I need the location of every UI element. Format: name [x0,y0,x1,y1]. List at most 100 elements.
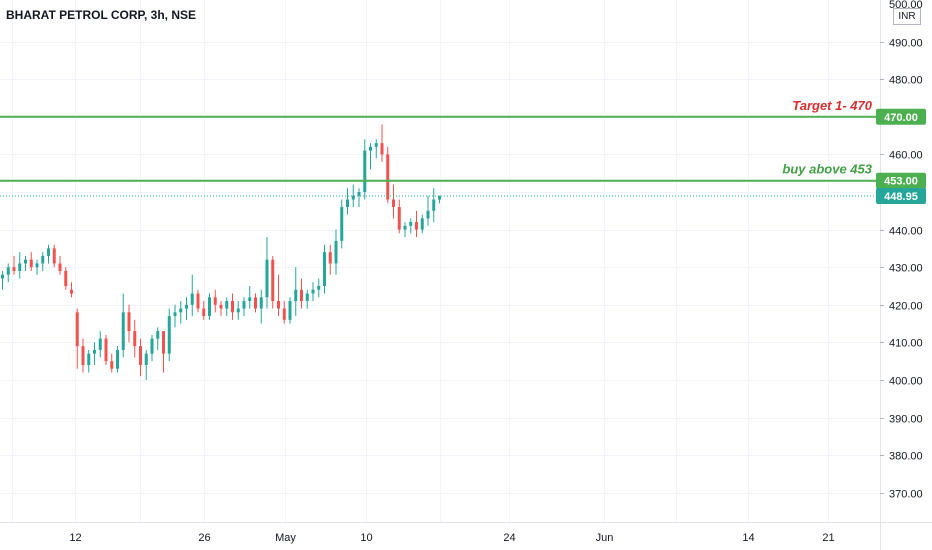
candle-body [277,301,280,309]
candle-body [52,248,56,264]
candle-body [323,252,326,286]
candle-body [351,195,355,200]
candle-body [340,207,344,241]
candle-body [357,192,361,196]
candle-body [150,338,154,354]
candle-body [225,301,229,309]
candle-body [98,338,102,350]
level-price-label: 453.00 [884,176,918,188]
time-axis[interactable]: 12 26 May 10 24 Jun 14 21 [69,532,834,544]
candle-body [363,150,367,192]
y-tick-label: 490.00 [889,38,923,50]
candle-body [271,259,275,302]
x-tick-label: 12 [69,532,81,544]
candle-body [104,338,108,362]
candle-body [18,263,22,271]
candle-body [219,304,223,309]
candle-body [300,289,303,302]
candle-body [81,346,85,365]
x-tick-label: Jun [596,532,614,544]
candle-body [185,304,188,309]
candle-body [311,289,315,294]
level-price-badge [876,108,926,125]
x-tick-label: 21 [822,532,834,544]
candle-body [254,297,257,309]
candle-body [1,274,4,279]
candle-body [213,297,217,305]
candle-body [75,312,79,347]
candle-body [397,207,401,230]
y-tick-label: 420.00 [889,301,923,313]
candle-body [70,289,73,294]
candle-body [265,259,269,298]
candle-body [121,312,125,350]
candle-body [415,222,418,230]
level-price-label: 470.00 [884,112,918,124]
candle-body [116,349,119,369]
candle-body [58,263,62,271]
candle-body [64,270,68,286]
candle-body [248,297,252,302]
candle-body [231,301,234,313]
candle-body [208,297,211,317]
y-tick-label: 440.00 [889,226,923,238]
candlestick-series [1,124,441,380]
level-annotation: Target 1- 470 [792,98,872,113]
candle-body [41,255,45,264]
x-tick-label: 24 [503,532,515,544]
candle-body [35,263,39,268]
candle-body [110,361,114,369]
candle-body [87,353,91,365]
candle-body [426,210,430,219]
candle-body [179,308,183,313]
candle-body [196,293,200,309]
y-tick-label: 480.00 [889,75,923,87]
x-tick-label: 14 [742,532,754,544]
price-axis[interactable]: 370.00 380.00 390.00 400.00 410.00 420.00 430.… [880,0,923,501]
chart-title: BHARAT PETROL CORP, 3h, NSE [6,8,197,22]
candle-body [167,316,171,354]
level-annotation: buy above 453 [782,162,872,177]
candle-body [432,199,436,211]
price-axis-badges: 470.00 453.00 448.95 [876,108,926,204]
candle-body [420,218,424,230]
candle-body [317,286,321,290]
candle-body [334,240,338,264]
candle-body [305,293,309,302]
candle-body [369,146,372,151]
candle-body [282,308,286,320]
currency-button[interactable]: INR [893,8,921,25]
candle-body [438,195,441,200]
candle-body [162,331,165,354]
candle-body [259,297,263,309]
candle-body [133,331,137,347]
candle-body [29,259,33,268]
x-tick-label: 10 [360,532,372,544]
last-price-label: 448.95 [884,191,918,203]
candle-body [392,199,395,208]
candle-body [144,353,148,365]
y-tick-label: 380.00 [889,451,923,463]
x-tick-label: 26 [198,532,210,544]
price-level-lines: Target 1- 470 buy above 453 [0,98,880,197]
y-tick-label: 390.00 [889,414,923,426]
candle-body [236,308,240,313]
level-price-badge [876,172,926,189]
y-tick-label: 430.00 [889,263,923,275]
candle-body [12,267,16,271]
candle-body [24,259,27,264]
y-tick-label: 400.00 [889,376,923,388]
candle-body [346,199,349,208]
candle-body [156,331,160,339]
candle-body [139,346,142,365]
vertical-gridlines [12,0,829,522]
candle-body [288,301,292,320]
candle-body [242,301,246,309]
candle-body [93,349,96,354]
candle-body [173,312,177,317]
y-tick-label: 370.00 [889,489,923,501]
candle-body [294,289,298,302]
candle-body [403,225,407,230]
candle-body [6,267,10,275]
